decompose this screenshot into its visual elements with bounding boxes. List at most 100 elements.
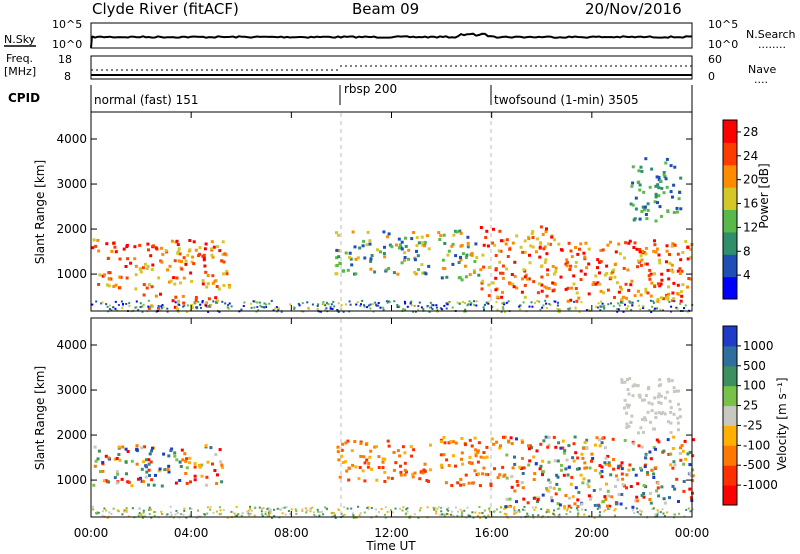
- data-point: [443, 242, 447, 245]
- data-point: [673, 243, 677, 247]
- ground-speckle: [457, 510, 460, 513]
- data-point: [598, 471, 602, 475]
- data-point: [143, 445, 146, 449]
- ground-speckle: [655, 300, 658, 303]
- ground-speckle: [446, 508, 449, 511]
- data-point: [569, 264, 573, 268]
- data-point: [642, 190, 646, 194]
- data-point: [359, 454, 363, 458]
- data-point: [691, 468, 695, 472]
- data-point: [386, 439, 390, 443]
- colorbar-tick-label: 4: [743, 268, 751, 282]
- ground-speckle: [103, 507, 106, 510]
- data-point: [203, 264, 207, 268]
- data-point: [547, 242, 551, 246]
- data-point: [559, 446, 563, 450]
- data-point: [493, 243, 497, 247]
- data-point: [567, 241, 571, 245]
- ground-speckle: [433, 508, 436, 511]
- data-point: [210, 253, 214, 257]
- data-point: [173, 305, 177, 309]
- data-point: [171, 299, 175, 303]
- ground-speckle: [226, 516, 229, 519]
- data-point: [359, 441, 363, 445]
- time-tick-label: 04:00: [174, 526, 209, 540]
- data-point: [494, 288, 498, 292]
- ground-speckle: [149, 305, 152, 308]
- data-point: [683, 439, 687, 443]
- data-point: [640, 493, 644, 497]
- ground-speckle: [275, 306, 278, 309]
- ground-speckle: [166, 513, 169, 516]
- data-point: [628, 463, 632, 467]
- ground-speckle: [386, 301, 389, 304]
- data-point: [210, 240, 214, 244]
- ground-speckle: [507, 300, 510, 303]
- ground-speckle: [318, 511, 321, 514]
- data-point: [117, 286, 121, 290]
- data-point: [581, 456, 585, 460]
- data-point: [636, 289, 640, 293]
- ground-speckle: [429, 306, 432, 309]
- ground-speckle: [219, 509, 222, 512]
- ground-speckle: [479, 516, 482, 519]
- ground-speckle: [532, 516, 535, 519]
- ground-speckle: [278, 508, 281, 511]
- data-point: [650, 409, 654, 413]
- data-point: [418, 477, 422, 481]
- data-point: [537, 496, 541, 500]
- ground-speckle: [428, 310, 431, 313]
- ground-speckle: [359, 512, 362, 515]
- data-point: [530, 232, 534, 236]
- data-point: [222, 260, 226, 264]
- ground-speckle: [617, 302, 620, 305]
- data-point: [185, 481, 189, 485]
- data-point: [441, 258, 445, 262]
- data-point: [516, 483, 520, 487]
- ground-speckle: [475, 300, 478, 303]
- data-point: [680, 269, 684, 273]
- ground-speckle: [547, 509, 550, 512]
- data-point: [476, 451, 479, 454]
- data-point: [114, 250, 118, 254]
- data-point: [147, 283, 151, 287]
- data-point: [642, 484, 646, 487]
- data-point: [629, 485, 633, 488]
- ground-speckle: [460, 510, 463, 513]
- data-point: [513, 260, 517, 264]
- colorbar-tick-label: -100: [743, 438, 770, 452]
- ground-speckle: [568, 308, 571, 311]
- ground-speckle: [536, 299, 539, 302]
- data-point: [192, 262, 196, 266]
- data-point: [688, 487, 692, 491]
- data-point: [120, 477, 124, 481]
- data-point: [220, 463, 224, 467]
- data-point: [96, 238, 100, 242]
- data-point: [620, 472, 624, 476]
- ground-speckle: [491, 306, 494, 308]
- data-point: [439, 440, 443, 444]
- ground-speckle: [267, 513, 270, 516]
- data-point: [655, 247, 659, 251]
- data-point: [450, 484, 454, 487]
- data-point: [464, 256, 468, 259]
- data-point: [122, 247, 126, 251]
- ground-speckle: [515, 511, 518, 514]
- data-point: [549, 496, 553, 500]
- data-point: [538, 282, 541, 286]
- ground-speckle: [201, 301, 204, 304]
- ground-speckle: [639, 513, 642, 516]
- data-point: [646, 208, 650, 212]
- data-point: [126, 450, 130, 453]
- ground-speckle: [552, 513, 555, 515]
- data-point: [592, 489, 596, 492]
- data-point: [421, 241, 425, 245]
- ground-speckle: [580, 301, 583, 304]
- ground-speckle: [410, 304, 413, 307]
- ground-speckle: [361, 299, 364, 302]
- colorbar-tick-label: -500: [743, 458, 770, 472]
- data-point: [576, 252, 580, 256]
- data-point: [373, 270, 377, 274]
- data-point: [452, 454, 455, 458]
- data-point: [575, 291, 579, 295]
